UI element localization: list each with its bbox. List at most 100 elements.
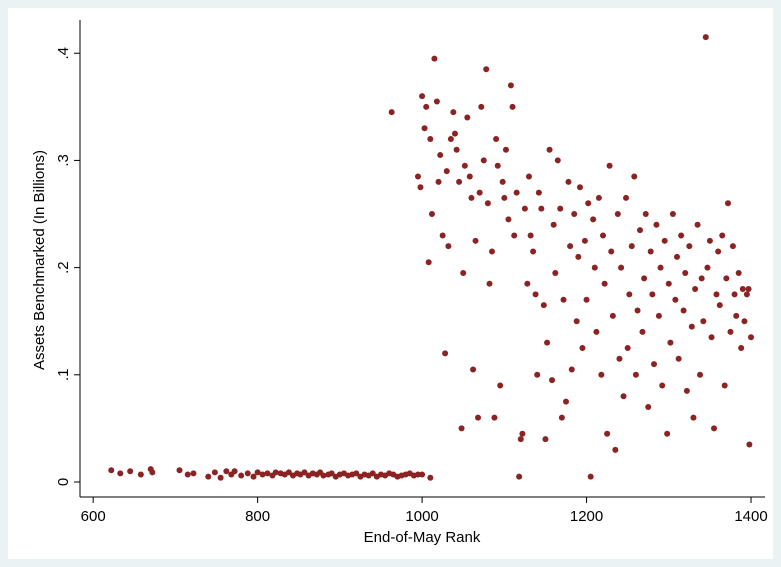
scatter-point [486,280,493,287]
scatter-point [223,468,230,475]
scatter-point [285,469,292,476]
x-tick-label: 1200 [570,508,603,525]
scatter-point [507,82,514,89]
scatter-point [428,211,435,218]
scatter-point [694,221,701,228]
scatter-point [301,469,308,476]
scatter-point [534,371,541,378]
scatter-point [472,237,479,244]
scatter-point [501,194,508,201]
scatter-point [731,291,738,298]
scatter-point [724,200,731,207]
scatter-point [419,471,426,478]
scatter-point [723,275,730,282]
scatter-point [657,264,664,271]
scatter-point [650,361,657,368]
scatter-point [137,471,144,478]
scatter-point [516,473,523,480]
scatter-point [127,468,134,475]
scatter-point [542,436,549,443]
scatter-point [708,334,715,341]
scatter-point [600,232,607,239]
scatter-point [598,371,605,378]
scatter-point [741,318,748,325]
y-tick-label: 0 [55,478,72,486]
scatter-point [624,345,631,352]
y-tick-label: .4 [55,47,72,60]
scatter-point [117,470,124,477]
scatter-point [535,189,542,196]
scatter-point [431,55,438,62]
scatter-point [176,467,183,474]
scatter-point [604,430,611,437]
scatter-point [425,259,432,266]
scatter-point [468,194,475,201]
scatter-point [369,470,376,477]
scatter-point [700,318,707,325]
scatter-point [250,473,257,480]
scatter-point [521,205,528,212]
scatter-point [353,470,360,477]
scatter-point [509,103,516,110]
scatter-point [524,280,531,287]
scatter-point [609,312,616,319]
scatter-point [649,291,656,298]
scatter-point [264,470,271,477]
scatter-point [423,103,430,110]
scatter-point [244,470,251,477]
scatter-point [217,474,224,481]
scatter-point [727,328,734,335]
scatter-point [461,162,468,169]
scatter-point [544,339,551,346]
scatter-point [745,286,752,293]
scatter-point [746,441,753,448]
scatter-point [478,103,485,110]
scatter-point [513,189,520,196]
scatter-point [530,248,537,255]
scatter-point [497,382,504,389]
scatter-point [442,350,449,357]
scatter-point [552,269,559,276]
scatter-point [641,275,648,282]
scatter-point [623,194,630,201]
scatter-point [575,253,582,260]
scatter-point [738,345,745,352]
scatter-point [447,135,454,142]
scatter-point [674,253,681,260]
scatter-point [579,345,586,352]
scatter-point [729,243,736,250]
x-tick-label: 1000 [405,508,438,525]
scatter-point [620,393,627,400]
scatter-point [576,184,583,191]
scatter-point [476,189,483,196]
scatter-point [388,109,395,116]
scatter-point [488,248,495,255]
x-tick-label: 800 [245,508,270,525]
scatter-point [437,152,444,159]
x-tick-label: 1400 [734,508,767,525]
y-tick-label: .2 [55,261,72,274]
scatter-point [637,227,644,234]
x-tick-label: 600 [81,508,106,525]
scatter-point [706,237,713,244]
scatter-point [697,371,704,378]
scatter-point [715,248,722,255]
scatter-point [626,291,633,298]
scatter-point [664,430,671,437]
scatter-point [645,403,652,410]
scatter-point [587,473,594,480]
scatter-point [628,243,635,250]
scatter-point [593,328,600,335]
scatter-point [560,296,567,303]
scatter-point [678,232,685,239]
scatter-point [470,366,477,373]
scatter-point [680,307,687,314]
scatter-point [719,232,726,239]
scatter-point [414,471,421,478]
scatter-point [456,178,463,185]
scatter-point [632,371,639,378]
scatter-point [614,211,621,218]
scatter-point [583,296,590,303]
scatter-point [612,446,619,453]
